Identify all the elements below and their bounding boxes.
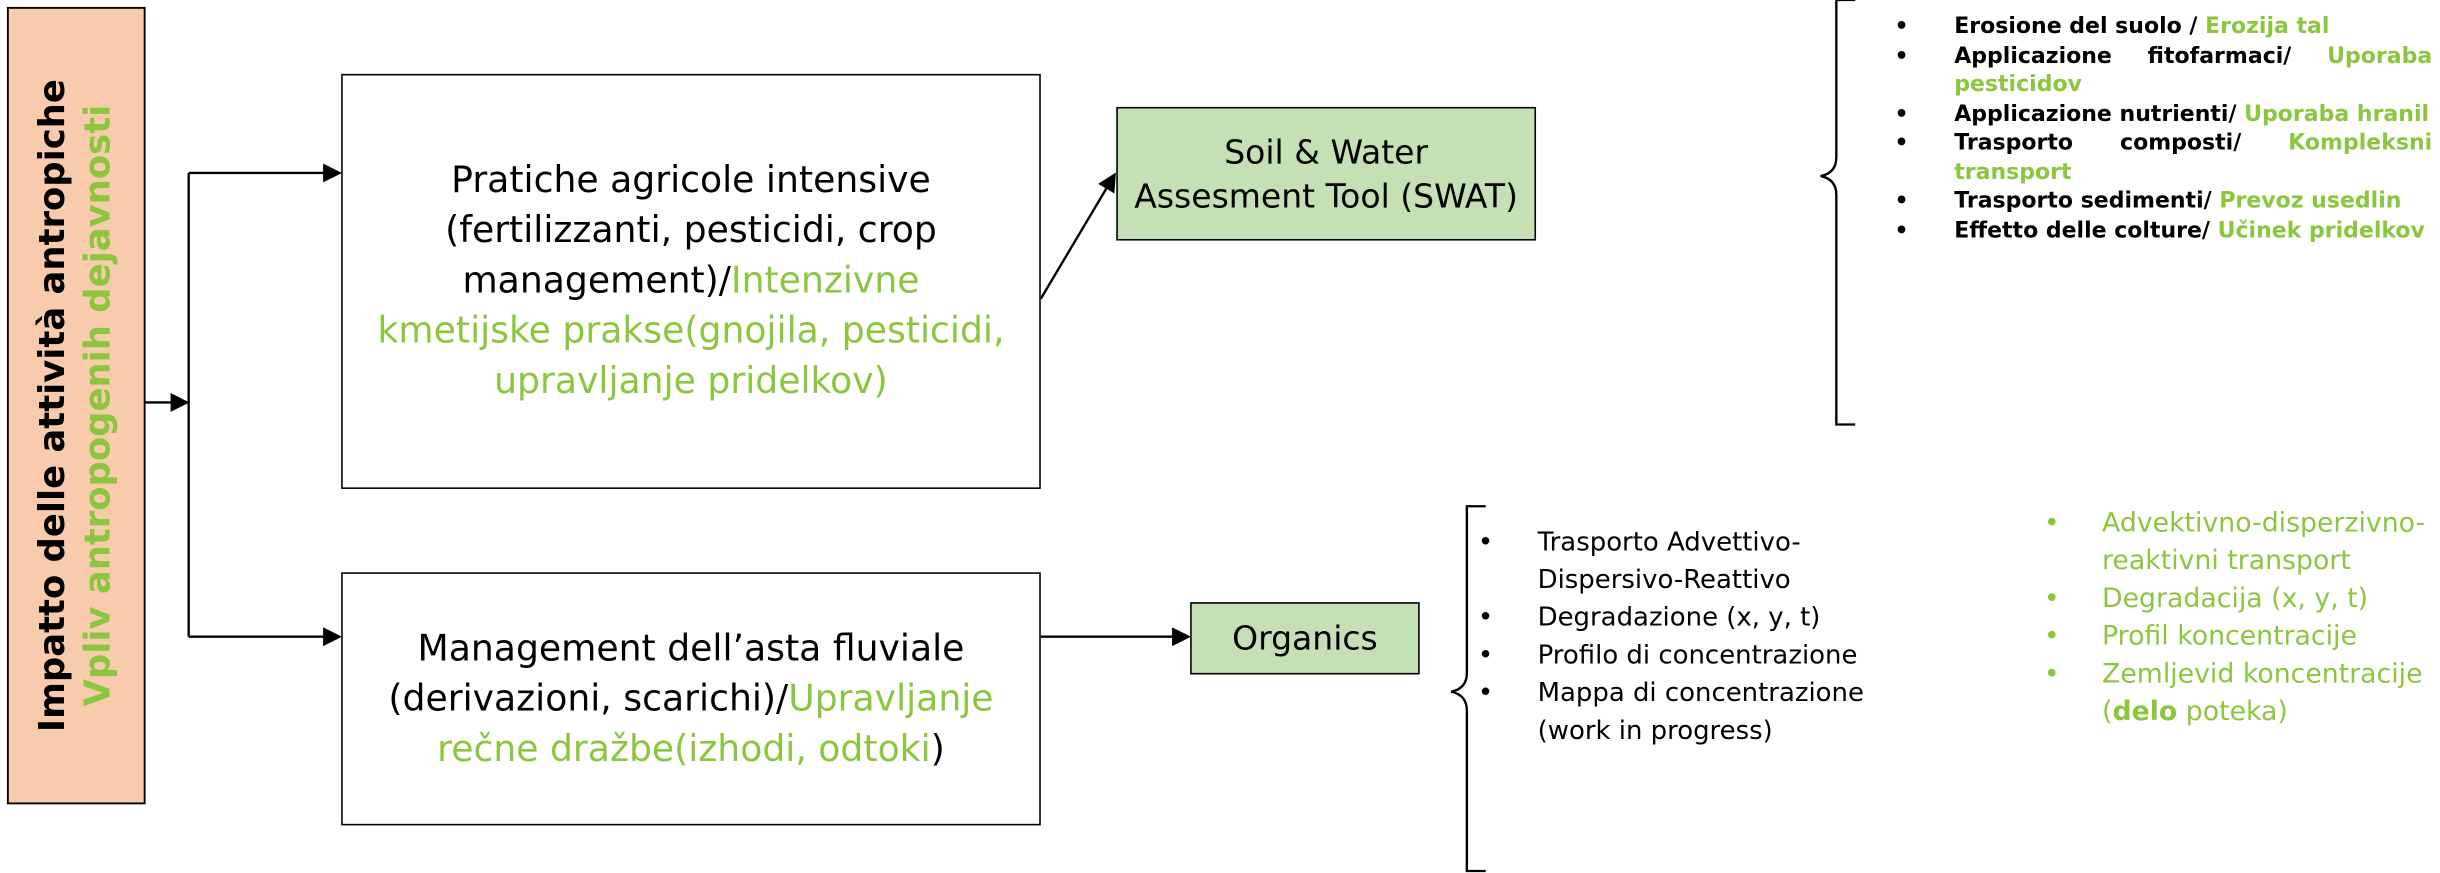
list-item: Profilo di concentrazione [1478,637,1926,675]
item-sl: Erozija tal [2205,14,2330,40]
text-sl: Intenzivne kmetijske prakse(gnojila, pes… [377,260,1005,403]
list-item: Trasporto Advettivo-Dispersivo-Reattivo [1478,524,1926,599]
item-part: Zemljevid koncentracije ( [2102,658,2423,728]
left-box: Impatto delle attività antropiche Vpliv … [8,8,145,804]
organics-list-sl: Advektivno-disperzivno-reaktivni transpo… [2044,505,2437,731]
item-sl: Uporaba pesticidov [1954,43,2433,98]
arrow [1039,172,1116,300]
list-item: Applicazione fitofarmaci/ Uporaba pestic… [1895,42,2433,100]
list-item: Degradazione (x, y, t) [1478,599,1926,637]
item-it: Trasporto composti/ [1954,130,2289,156]
swat-text: Soil & Water Assesment Tool (SWAT) [1134,132,1519,215]
item-it: Erosione del suolo / [1954,14,2206,40]
river-box: Management dell’asta fluviale (derivazio… [341,572,1041,826]
item-sl: Prevoz usedlin [2219,188,2402,214]
swat-box: Soil & Water Assesment Tool (SWAT) [1116,106,1537,241]
organics-text: Organics [1232,619,1378,658]
list-item: Profil koncentracije [2044,618,2437,656]
item-it: Applicazione nutrienti/ [1954,101,2245,127]
list-item: Trasporto composti/ Kompleksni transport [1895,129,2433,187]
list-item: Erosione del suolo / Erozija tal [1895,13,2433,42]
text-end: ) [930,728,945,770]
title-it: Impatto delle attività antropiche [32,79,74,733]
item-part: delo [2112,696,2178,728]
brace [1450,505,1486,873]
agri-text: Pratiche agricole intensive (fertilizzan… [371,156,1011,408]
item-sl: Uporaba hranil [2244,101,2430,127]
brace [1820,0,1856,426]
list-item: Degradacija (x, y, t) [2044,580,2437,618]
text-it: Pratiche agricole intensive (fertilizzan… [445,160,937,302]
list-item: Advektivno-disperzivno-reaktivni transpo… [2044,505,2437,580]
title-sl: Vpliv antropogenih dejavnosti [77,104,119,707]
item-it: Applicazione fitofarmaci/ [1954,43,2328,69]
item-part: Advektivno-disperzivno-reaktivni transpo… [2102,507,2426,577]
text-sl: Upravljanje rečne dražbe(izhodi, odtoki [437,678,994,770]
item-part: Profil koncentracije [2102,621,2357,653]
item-sl: Kompleksni transport [1954,130,2433,185]
item-sl: Učinek pridelkov [2217,217,2425,243]
organics-box: Organics [1190,602,1420,675]
item-part: poteka) [2177,696,2288,728]
organics-list-it: Trasporto Advettivo-Dispersivo-ReattivoD… [1478,524,1926,750]
item-it: Trasporto sedimenti/ [1954,188,2220,214]
list-item: Trasporto sedimenti/ Prevoz usedlin [1895,187,2433,216]
item-part: Degradacija (x, y, t) [2102,583,2369,615]
item-it: Effetto delle colture/ [1954,217,2218,243]
left-box-bg [6,6,146,805]
swat-list: Erosione del suolo / Erozija talApplicaz… [1895,13,2433,246]
agri-box: Pratiche agricole intensive (fertilizzan… [341,73,1041,489]
list-item: Mappa di concentrazione (work in progres… [1478,674,1926,749]
river-text: Management dell’asta fluviale (derivazio… [358,623,1023,774]
list-item: Effetto delle colture/ Učinek pridelkov [1895,216,2433,245]
list-item: Zemljevid koncentracije (delo poteka) [2044,656,2437,731]
text-it: Management dell’asta fluviale (derivazio… [388,628,965,720]
list-item: Applicazione nutrienti/ Uporaba hranil [1895,100,2433,129]
left-box-text: Impatto delle attività antropiche Vpliv … [31,79,122,732]
